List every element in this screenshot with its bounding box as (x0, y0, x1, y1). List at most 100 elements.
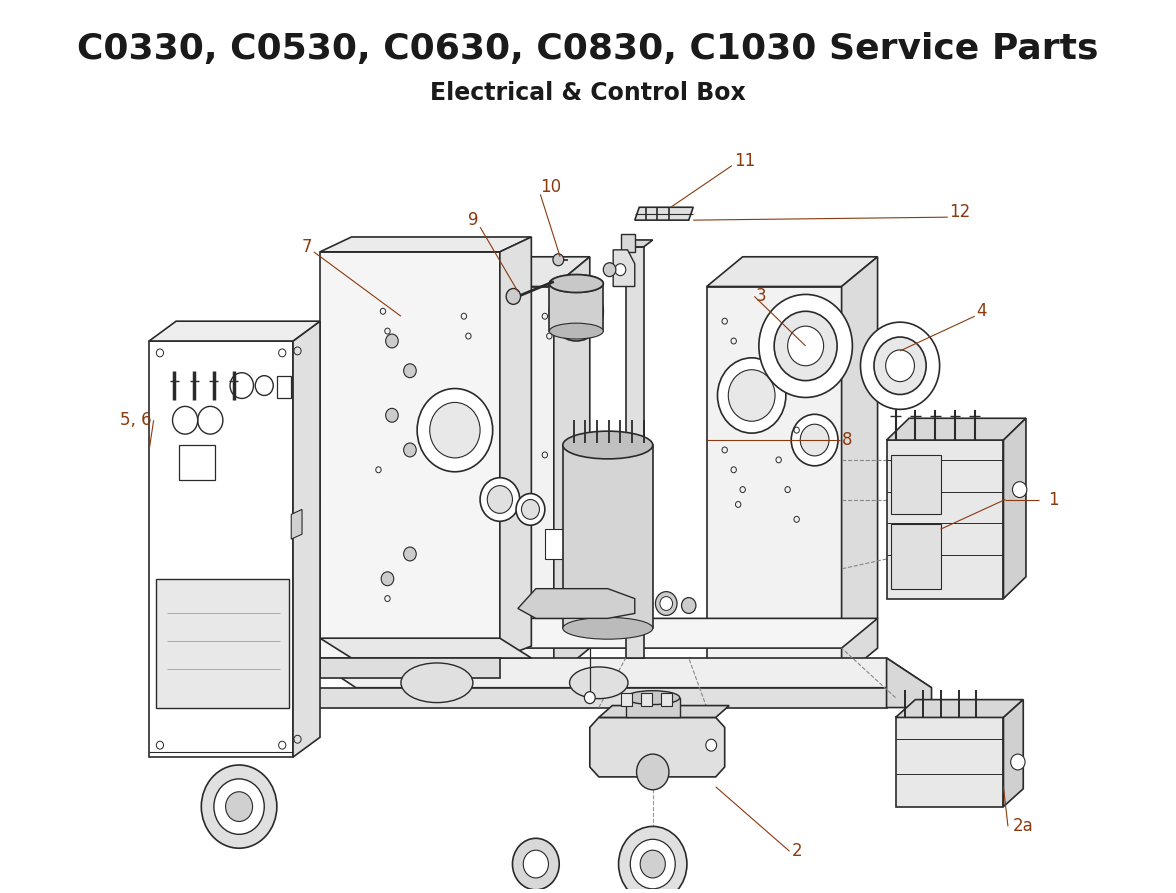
Ellipse shape (549, 275, 603, 292)
Polygon shape (356, 287, 554, 678)
Polygon shape (500, 237, 532, 658)
Text: 12: 12 (949, 204, 970, 221)
Circle shape (226, 792, 253, 822)
Circle shape (417, 388, 493, 472)
Circle shape (214, 779, 265, 834)
Circle shape (1010, 754, 1025, 770)
Circle shape (728, 370, 775, 421)
Text: 4: 4 (976, 302, 987, 321)
Circle shape (886, 350, 915, 381)
Polygon shape (641, 693, 652, 705)
Text: Electrical & Control Box: Electrical & Control Box (430, 81, 746, 105)
Polygon shape (887, 658, 931, 707)
Text: 2: 2 (793, 842, 803, 860)
Polygon shape (590, 717, 724, 777)
Circle shape (386, 408, 399, 422)
Circle shape (660, 597, 673, 611)
Circle shape (615, 263, 626, 276)
Circle shape (403, 443, 416, 457)
Polygon shape (1003, 418, 1025, 598)
Circle shape (480, 478, 520, 522)
Circle shape (553, 254, 563, 266)
Circle shape (791, 414, 838, 466)
Text: 11: 11 (734, 152, 755, 170)
Circle shape (429, 403, 480, 458)
Circle shape (636, 754, 669, 789)
Circle shape (386, 334, 399, 348)
Circle shape (800, 424, 829, 456)
Polygon shape (320, 252, 500, 658)
Text: 5, 6: 5, 6 (120, 412, 152, 430)
Polygon shape (149, 321, 320, 341)
Circle shape (1013, 481, 1027, 497)
Circle shape (603, 263, 616, 277)
Text: 2a: 2a (1013, 817, 1034, 836)
Ellipse shape (549, 323, 603, 339)
Polygon shape (707, 287, 842, 678)
Polygon shape (887, 440, 1003, 598)
Circle shape (640, 850, 666, 878)
Text: 7: 7 (302, 238, 313, 256)
Polygon shape (517, 588, 635, 618)
Polygon shape (635, 207, 693, 221)
Circle shape (516, 494, 544, 525)
Circle shape (655, 592, 677, 615)
Text: 3: 3 (756, 288, 767, 305)
Circle shape (521, 499, 540, 520)
Ellipse shape (626, 690, 680, 705)
Polygon shape (292, 509, 302, 539)
Polygon shape (626, 697, 680, 717)
Polygon shape (310, 688, 887, 707)
Polygon shape (887, 418, 1025, 440)
Polygon shape (293, 321, 320, 757)
Polygon shape (891, 455, 941, 514)
Polygon shape (1003, 699, 1023, 806)
Circle shape (861, 322, 940, 409)
Polygon shape (554, 257, 590, 678)
Circle shape (630, 839, 675, 889)
Circle shape (513, 839, 560, 889)
Polygon shape (320, 658, 500, 678)
Polygon shape (356, 257, 590, 287)
Polygon shape (563, 579, 572, 618)
Polygon shape (563, 445, 653, 629)
Polygon shape (320, 638, 532, 658)
Circle shape (682, 597, 696, 613)
Circle shape (619, 826, 687, 893)
Text: 8: 8 (842, 431, 853, 449)
Circle shape (874, 337, 927, 395)
Text: C0330, C0530, C0630, C0830, C1030 Service Parts: C0330, C0530, C0630, C0830, C1030 Servic… (78, 32, 1098, 66)
Circle shape (403, 363, 416, 378)
Ellipse shape (569, 667, 628, 698)
Circle shape (523, 850, 548, 878)
Polygon shape (896, 699, 1023, 717)
Polygon shape (310, 658, 931, 688)
Ellipse shape (549, 275, 603, 292)
Polygon shape (707, 257, 877, 287)
Polygon shape (891, 524, 941, 588)
Circle shape (788, 326, 823, 366)
Circle shape (559, 291, 594, 331)
Polygon shape (156, 579, 288, 707)
Polygon shape (621, 693, 632, 705)
Circle shape (717, 358, 786, 433)
Circle shape (403, 547, 416, 561)
Circle shape (706, 739, 716, 751)
Polygon shape (320, 237, 532, 252)
Circle shape (759, 295, 853, 397)
Polygon shape (599, 705, 729, 717)
Text: 1: 1 (1049, 490, 1060, 508)
Circle shape (584, 692, 595, 704)
Polygon shape (149, 341, 293, 757)
Circle shape (381, 572, 394, 586)
Circle shape (487, 486, 513, 513)
Text: 10: 10 (540, 179, 561, 196)
Polygon shape (356, 618, 877, 648)
Polygon shape (549, 284, 603, 331)
Circle shape (201, 765, 276, 848)
Ellipse shape (401, 663, 473, 703)
Polygon shape (613, 250, 635, 287)
Polygon shape (661, 693, 671, 705)
Circle shape (774, 312, 837, 380)
Polygon shape (544, 530, 563, 559)
